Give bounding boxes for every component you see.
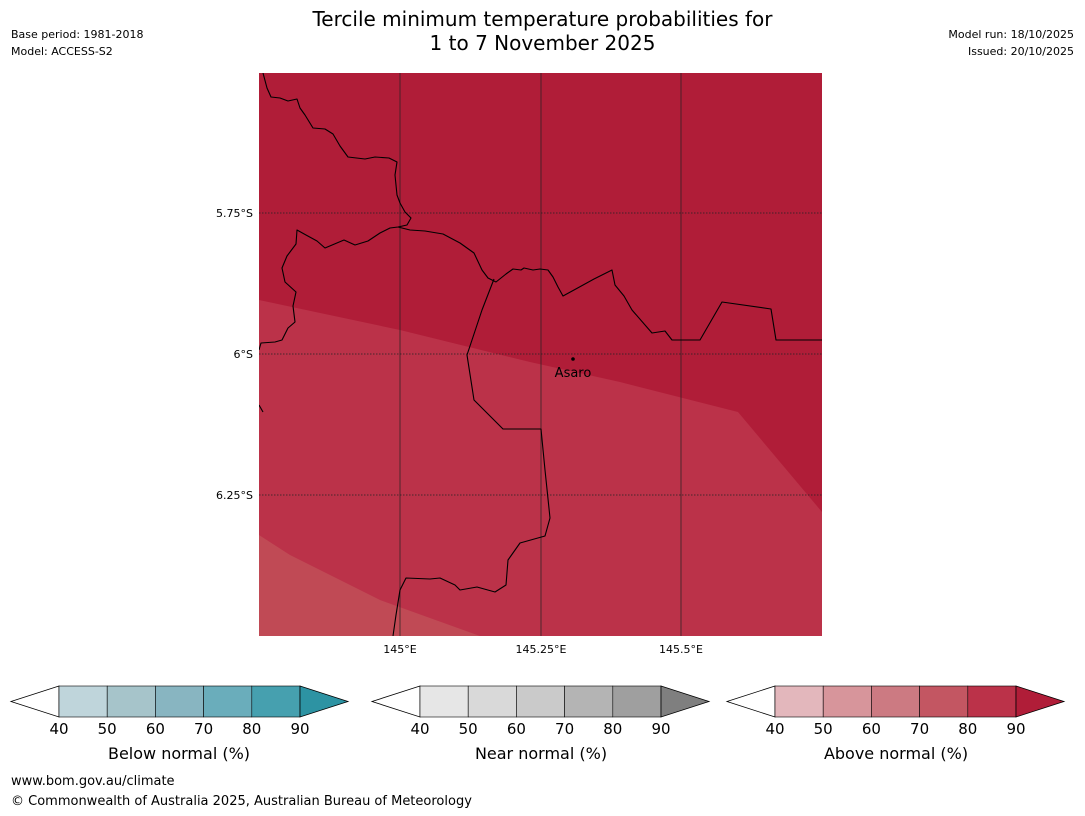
colorbar-segment: [419, 685, 469, 718]
colorbar-tick-label: 50: [814, 720, 833, 738]
map-title: Tercile minimum temperature probabilitie…: [0, 7, 1085, 55]
colorbar-segment: [564, 685, 614, 718]
colorbar-tick-label: 80: [958, 720, 977, 738]
footer-url: www.bom.gov.au/climate: [11, 774, 175, 789]
colorbar-tick-label: 40: [410, 720, 429, 738]
colorbar-tick-label: 70: [194, 720, 213, 738]
title-line-1: Tercile minimum temperature probabilitie…: [312, 7, 773, 31]
colorbar-over-arrow: [1015, 685, 1066, 718]
colorbar-under-arrow: [9, 685, 60, 718]
colorbar-segment: [967, 685, 1017, 718]
colorbar-tick-label: 40: [49, 720, 68, 738]
model-run: Model run: 18/10/2025: [948, 28, 1074, 41]
colorbar-tick-label: 80: [603, 720, 622, 738]
colorbar-tick-label: 90: [1006, 720, 1025, 738]
colorbar-tick-label: 40: [765, 720, 784, 738]
colorbar-tick-label: 90: [651, 720, 670, 738]
colorbar-under-arrow: [370, 685, 421, 718]
boundary-west-fragment: [259, 404, 264, 413]
boundary-central: [397, 226, 822, 341]
colorbar-tick-label: 70: [555, 720, 574, 738]
colorbar-under-arrow: [725, 685, 776, 718]
boundary-north: [259, 73, 412, 351]
colorbar-segment: [203, 685, 253, 718]
colorbar-segment: [919, 685, 969, 718]
colorbar-over-arrow: [660, 685, 711, 718]
province-boundaries: [259, 73, 822, 636]
lat-label-6-25: 6.25°S: [216, 489, 253, 502]
colorbar-segment: [612, 685, 662, 718]
colorbar-over-arrow: [299, 685, 350, 718]
colorbar-tick-label: 50: [459, 720, 478, 738]
colorbar-above: 40 50 60 70 80 90: [725, 685, 1066, 738]
boundary-south: [392, 278, 551, 636]
footer-copyright: © Commonwealth of Australia 2025, Austra…: [11, 794, 472, 809]
asaro-label: Asaro: [555, 366, 592, 381]
colorbar-tick-label: 80: [242, 720, 261, 738]
meta-right: Model run: 18/10/2025 Issued: 20/10/2025: [948, 26, 1074, 60]
meta-left: Base period: 1981-2018 Model: ACCESS-S2: [11, 26, 143, 60]
colorbar-near: 40 50 60 70 80 90: [370, 685, 711, 738]
colorbar-tick-label: 60: [862, 720, 881, 738]
probability-band-70: [259, 535, 480, 636]
model-name: Model: ACCESS-S2: [11, 45, 113, 58]
issued-date: Issued: 20/10/2025: [967, 45, 1074, 58]
colorbar-segment: [871, 685, 920, 718]
lon-label-145-25: 145.25°E: [516, 643, 567, 656]
colorbar-segment: [467, 685, 517, 718]
colorbar-segment: [774, 685, 824, 718]
colorbar-tick-label: 50: [98, 720, 117, 738]
colorbar-tick-label: 60: [507, 720, 526, 738]
colorbar-tick-label: 60: [146, 720, 165, 738]
latitude-labels: 5.75°S 6°S 6.25°S: [216, 207, 253, 502]
near-normal-label: Near normal (%): [474, 744, 608, 763]
colorbar-segment: [822, 685, 872, 718]
colorbar-tick-label: 90: [290, 720, 309, 738]
colorbar-below: 40 50 60 70 80 90: [9, 685, 350, 738]
above-normal-label: Above normal (%): [823, 744, 969, 763]
colorbar-segment: [251, 685, 301, 718]
lon-label-145: 145°E: [383, 643, 416, 656]
colorbar-segment: [155, 685, 204, 718]
colorbar-segment: [58, 685, 108, 718]
longitude-labels: 145°E 145.25°E 145.5°E: [383, 643, 703, 656]
colorbar-tick-label: 70: [910, 720, 929, 738]
colorbar-legends: 40 50 60 70 80 90 40 50 60 70 80 90 40 50 60 70 80 90: [9, 685, 1066, 738]
lat-label-6: 6°S: [234, 348, 253, 361]
title-line-2: 1 to 7 November 2025: [429, 31, 656, 55]
colorbar-segment: [106, 685, 156, 718]
base-period: Base period: 1981-2018: [11, 28, 144, 41]
gridlines: [259, 73, 822, 636]
below-normal-label: Below normal (%): [107, 744, 251, 763]
asaro-marker: [571, 357, 575, 361]
colorbar-segment: [516, 685, 565, 718]
map-panel: Asaro: [259, 73, 822, 636]
lat-label-5-75: 5.75°S: [216, 207, 253, 220]
lon-label-145-5: 145.5°E: [659, 643, 703, 656]
